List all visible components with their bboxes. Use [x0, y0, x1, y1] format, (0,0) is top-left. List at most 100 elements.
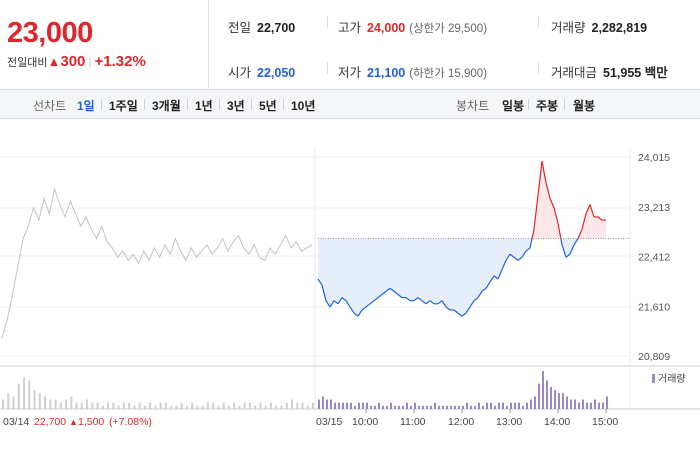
volume-bar: [410, 405, 412, 409]
price-line-down: [385, 287, 391, 292]
volume-bar: [80, 402, 83, 409]
prev-day-date: 03/14: [3, 416, 29, 428]
x-tick-label: 12:00: [448, 416, 474, 428]
volume-bar: [7, 393, 10, 409]
area-down: [430, 238, 434, 304]
volume-bar: [59, 402, 62, 409]
volume-bar: [227, 405, 230, 409]
volume-bar: [23, 377, 26, 409]
price-line-down: [361, 306, 367, 311]
price-line-down: [417, 297, 423, 302]
stat-label: 거래량: [551, 21, 586, 35]
price-line-down: [429, 300, 435, 305]
price-line-down: [505, 253, 511, 261]
price-line-down: [561, 244, 567, 258]
area-down: [334, 238, 338, 304]
volume-bar: [550, 386, 552, 409]
volume-bar: [434, 402, 436, 409]
volume-bar: [164, 402, 167, 409]
volume-bar: [330, 399, 332, 409]
volume-bar: [426, 405, 428, 409]
period-1y-button[interactable]: 1년: [195, 99, 213, 113]
area-down: [482, 238, 486, 292]
volume-bar: [486, 402, 488, 409]
quote-header: 23,000 전일대비▲300 | +1.32% 전일 22,700 고가 24,000…: [0, 0, 700, 90]
volume-bar: [154, 405, 157, 409]
volume-bar: [334, 402, 336, 409]
area-down: [462, 238, 466, 317]
area-down: [354, 238, 358, 317]
price-line-down: [381, 290, 387, 295]
stat-value: 21,100: [367, 66, 406, 80]
period-3y-button[interactable]: 3년: [227, 99, 245, 113]
area-up: [598, 216, 602, 239]
price-line-down: [560, 238, 563, 245]
candle-weekly-button[interactable]: 주봉: [536, 99, 559, 113]
volume-bar: [133, 405, 136, 409]
area-up: [550, 198, 554, 239]
period-10y-button[interactable]: 10년: [291, 99, 316, 113]
price-line-down: [353, 312, 359, 317]
volume-bar: [398, 405, 400, 409]
price-line-down: [481, 287, 487, 292]
volume-bar: [33, 390, 36, 409]
period-1d-button[interactable]: 1일: [77, 99, 95, 113]
period-3m-button[interactable]: 3개월: [152, 99, 181, 113]
volume-bar: [466, 402, 468, 409]
volume-bar: [296, 402, 299, 409]
area-up: [586, 204, 590, 239]
line-layer: [1, 160, 630, 339]
period-1w-button[interactable]: 1주일: [109, 99, 138, 113]
volume-bar: [180, 402, 183, 409]
prev-day-change: 1,500: [78, 416, 104, 428]
stat-value: 51,955 백만: [603, 66, 668, 80]
volume-bar: [418, 405, 420, 409]
stat-value: 22,700: [257, 21, 296, 35]
volume-bar: [562, 393, 564, 409]
area-down: [498, 238, 502, 279]
stat-prev-close: 전일 22,700: [228, 17, 295, 36]
period-5y-button[interactable]: 5년: [259, 99, 277, 113]
volume-bar: [159, 402, 162, 409]
stat-amount: 거래대금 51,955 백만: [551, 62, 668, 81]
stat-low: 저가 21,100 (하한가 15,900): [338, 62, 487, 81]
price-line-down: [373, 297, 379, 302]
divider: |: [88, 55, 92, 69]
area-down: [422, 238, 426, 304]
candle-daily-button[interactable]: 일봉: [502, 99, 525, 113]
candle-chart-label: 봉차트: [456, 99, 490, 113]
divider: [528, 99, 529, 110]
price-line-down: [325, 300, 331, 308]
x-tick-label: 13:00: [496, 416, 522, 428]
area-down: [398, 238, 402, 298]
volume-bar: [494, 405, 496, 409]
x-axis: 10:00 11:00 12:00 13:00 14:00 15:00: [352, 409, 618, 428]
area-down: [318, 238, 322, 286]
price-line-down: [341, 297, 347, 302]
volume-bar: [275, 405, 278, 409]
volume-bar: [498, 402, 500, 409]
price-line-down: [493, 275, 499, 280]
candle-monthly-button[interactable]: 월봉: [573, 99, 596, 113]
volume-bar: [394, 405, 396, 409]
volume-bar: [128, 402, 131, 409]
volume-bar: [366, 402, 368, 409]
price-line-down: [333, 300, 339, 305]
area-down: [450, 238, 454, 311]
area-down: [454, 238, 458, 314]
volume-bar: [243, 402, 246, 409]
volume-bar: [526, 402, 528, 409]
volume-bar: [322, 396, 324, 409]
volume-bar: [454, 405, 456, 409]
price-chart[interactable]: 24,015 23,213 22,412 21,610 20,809 10:00 11:0…: [0, 119, 700, 450]
price-line-up: [577, 229, 583, 239]
volume-bar: [474, 405, 476, 409]
price-line-down: [513, 256, 519, 261]
volume-bar: [101, 405, 104, 409]
area-down: [486, 238, 490, 289]
volume-bar: [248, 402, 251, 409]
area-down: [526, 238, 530, 252]
area-down: [338, 238, 342, 304]
stat-label: 시가: [228, 66, 252, 80]
y-tick-label: 23,213: [638, 202, 670, 214]
